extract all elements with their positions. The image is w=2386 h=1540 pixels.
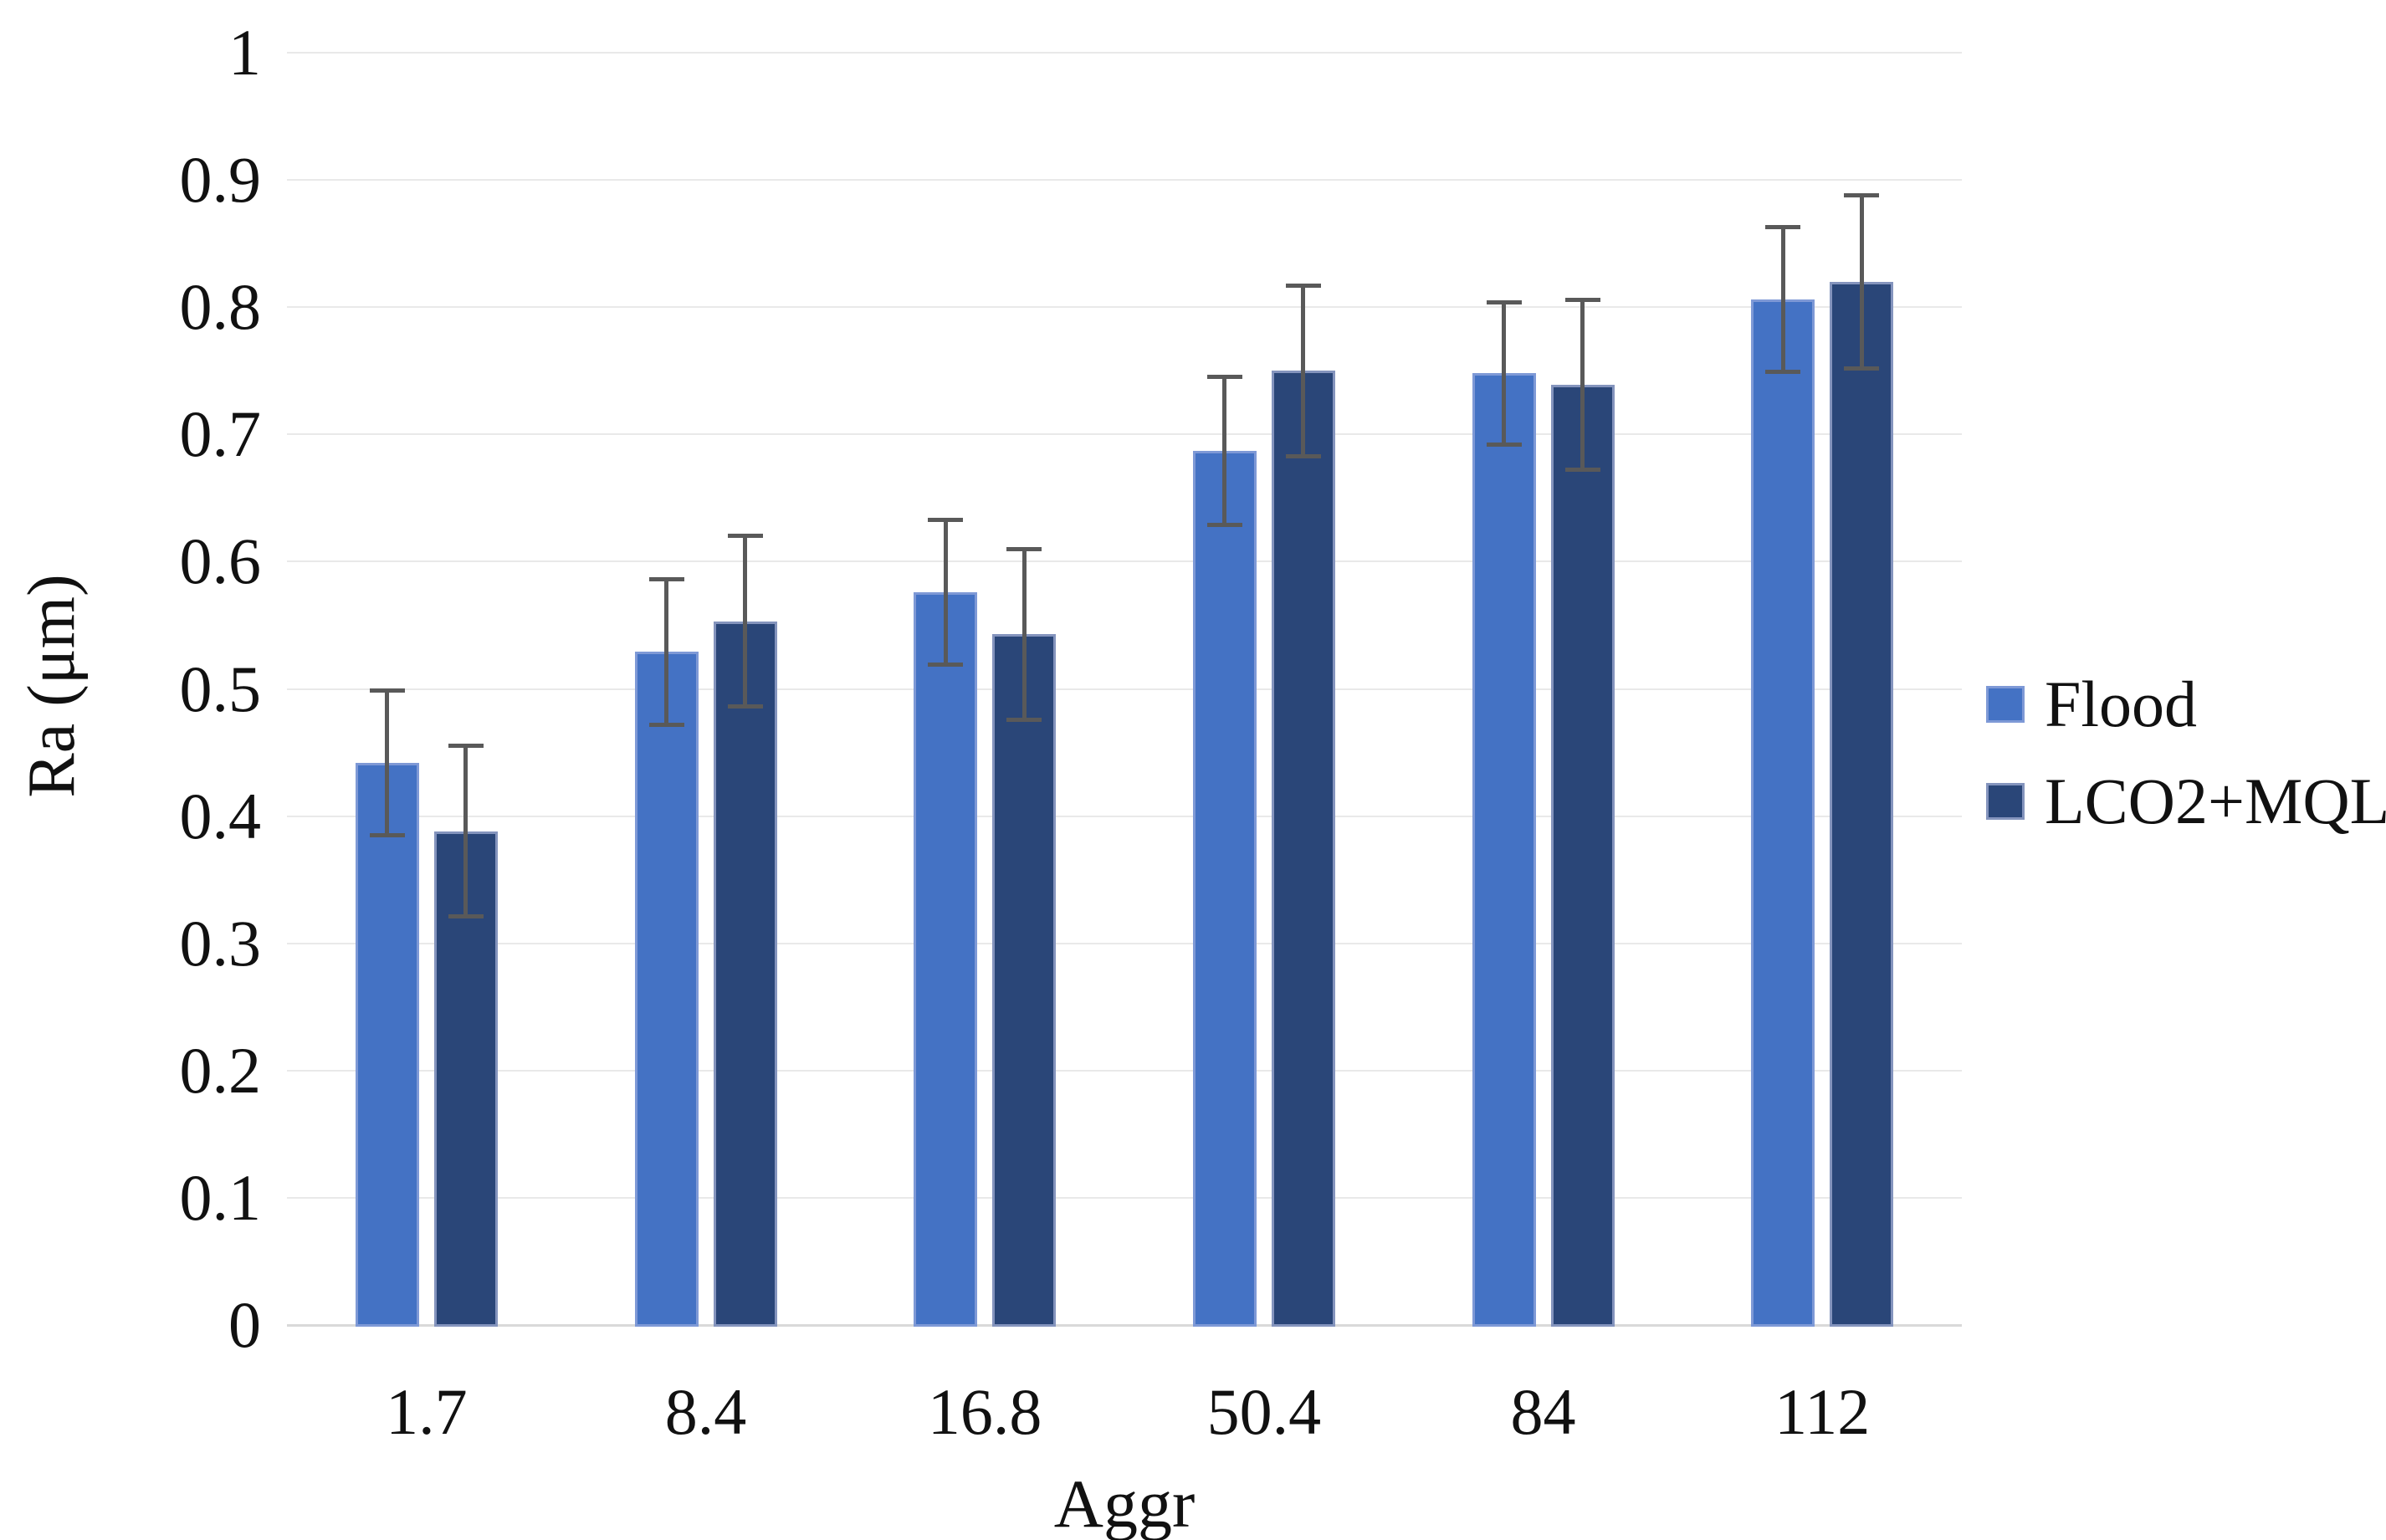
y-tick-label-0.2: 0.2 xyxy=(179,1033,262,1107)
error-bar-lco2-mql-84-bottom-cap xyxy=(1564,468,1600,473)
gridline-0 xyxy=(287,1324,1962,1327)
error-bar-lco2-mql-1.7-top-cap xyxy=(448,744,484,749)
legend-swatch-flood xyxy=(1986,686,2025,723)
y-tick-label-1: 1 xyxy=(228,16,261,89)
gridline-0.6 xyxy=(287,560,1962,563)
legend-item-flood: Flood xyxy=(1986,666,2386,743)
x-tick-label-8.4: 8.4 xyxy=(664,1375,747,1448)
gridline-0.4 xyxy=(287,815,1962,817)
legend-item-lco2-mql: LCO2+MQL xyxy=(1986,763,2386,840)
bar-flood-16.8 xyxy=(914,591,978,1327)
y-tick-label-0.4: 0.4 xyxy=(179,779,262,852)
error-bar-lco2-mql-16.8-bottom-cap xyxy=(1006,717,1042,722)
error-bar-flood-50.4-bottom-cap xyxy=(1206,522,1242,527)
error-bar-lco2-mql-1.7 xyxy=(463,745,468,917)
error-bar-flood-1.7 xyxy=(385,690,390,836)
error-bar-lco2-mql-8.4-top-cap xyxy=(727,534,763,539)
error-bar-flood-112-bottom-cap xyxy=(1765,370,1801,375)
bar-flood-1.7 xyxy=(355,762,419,1327)
bar-flood-50.4 xyxy=(1192,451,1257,1327)
x-tick-label-16.8: 16.8 xyxy=(927,1375,1042,1448)
error-bar-flood-50.4-top-cap xyxy=(1206,375,1242,380)
y-tick-label-0.8: 0.8 xyxy=(179,270,262,344)
bar-lco2-mql-16.8 xyxy=(992,634,1057,1327)
error-bar-flood-8.4-bottom-cap xyxy=(648,722,684,727)
error-bar-flood-8.4-top-cap xyxy=(648,577,684,582)
gridline-0.5 xyxy=(287,688,1962,690)
error-bar-lco2-mql-84 xyxy=(1580,299,1585,470)
error-bar-flood-16.8-bottom-cap xyxy=(928,663,964,668)
legend: Flood LCO2+MQL xyxy=(1986,666,2386,860)
gridline-0.9 xyxy=(287,179,1962,182)
error-bar-flood-84 xyxy=(1502,302,1506,445)
error-bar-flood-50.4 xyxy=(1222,376,1227,525)
error-bar-lco2-mql-8.4 xyxy=(743,535,747,707)
bar-lco2-mql-84 xyxy=(1550,384,1615,1327)
error-bar-lco2-mql-112-bottom-cap xyxy=(1844,366,1880,371)
gridline-0.2 xyxy=(287,1069,1962,1072)
y-tick-label-0.1: 0.1 xyxy=(179,1160,262,1234)
error-bar-flood-112 xyxy=(1780,227,1785,372)
gridline-0.7 xyxy=(287,433,1962,436)
error-bar-lco2-mql-112-top-cap xyxy=(1844,192,1880,197)
error-bar-lco2-mql-50.4 xyxy=(1301,285,1306,457)
y-tick-label-0.7: 0.7 xyxy=(179,397,262,471)
error-bar-lco2-mql-8.4-bottom-cap xyxy=(727,704,763,709)
y-tick-label-0.9: 0.9 xyxy=(179,143,262,217)
bar-lco2-mql-8.4 xyxy=(713,621,777,1327)
x-tick-label-112: 112 xyxy=(1774,1375,1871,1448)
error-bar-flood-16.8-top-cap xyxy=(928,517,964,522)
error-bar-flood-84-bottom-cap xyxy=(1486,442,1522,447)
error-bar-lco2-mql-1.7-bottom-cap xyxy=(448,914,484,919)
bar-flood-112 xyxy=(1751,299,1815,1327)
error-bar-lco2-mql-50.4-bottom-cap xyxy=(1285,453,1321,458)
error-bar-lco2-mql-16.8-top-cap xyxy=(1006,546,1042,551)
error-bar-flood-1.7-top-cap xyxy=(369,688,405,693)
error-bar-flood-8.4 xyxy=(664,579,668,725)
legend-label-flood: Flood xyxy=(2045,668,2198,740)
x-axis-title: Aggr xyxy=(1053,1466,1196,1540)
y-tick-label-0.6: 0.6 xyxy=(179,524,262,598)
error-bar-lco2-mql-16.8 xyxy=(1021,549,1027,719)
error-bar-lco2-mql-112 xyxy=(1859,195,1864,369)
x-tick-label-84: 84 xyxy=(1510,1375,1576,1448)
y-tick-label-0.5: 0.5 xyxy=(179,652,262,725)
error-bar-lco2-mql-84-top-cap xyxy=(1564,297,1600,302)
error-bar-flood-16.8 xyxy=(943,519,948,665)
gridline-0.1 xyxy=(287,1196,1962,1199)
error-bar-lco2-mql-50.4-top-cap xyxy=(1285,283,1321,288)
y-tick-label-0.3: 0.3 xyxy=(179,906,262,980)
x-tick-label-1.7: 1.7 xyxy=(386,1375,468,1448)
legend-swatch-lco2-mql xyxy=(1986,783,2025,820)
gridline-1 xyxy=(287,52,1962,54)
y-axis-title: Ra (μm) xyxy=(15,574,89,798)
error-bar-flood-1.7-bottom-cap xyxy=(369,832,405,837)
gridline-0.3 xyxy=(287,942,1962,944)
error-bar-flood-84-top-cap xyxy=(1486,299,1522,304)
bar-lco2-mql-50.4 xyxy=(1271,371,1335,1327)
error-bar-flood-112-top-cap xyxy=(1765,224,1801,229)
bar-flood-8.4 xyxy=(634,652,699,1327)
gridline-0.8 xyxy=(287,306,1962,309)
bar-lco2-mql-112 xyxy=(1830,281,1894,1327)
y-tick-label-0: 0 xyxy=(228,1288,261,1361)
x-tick-label-50.4: 50.4 xyxy=(1206,1375,1322,1448)
legend-label-lco2-mql: LCO2+MQL xyxy=(2045,765,2386,837)
bar-flood-84 xyxy=(1472,373,1536,1327)
